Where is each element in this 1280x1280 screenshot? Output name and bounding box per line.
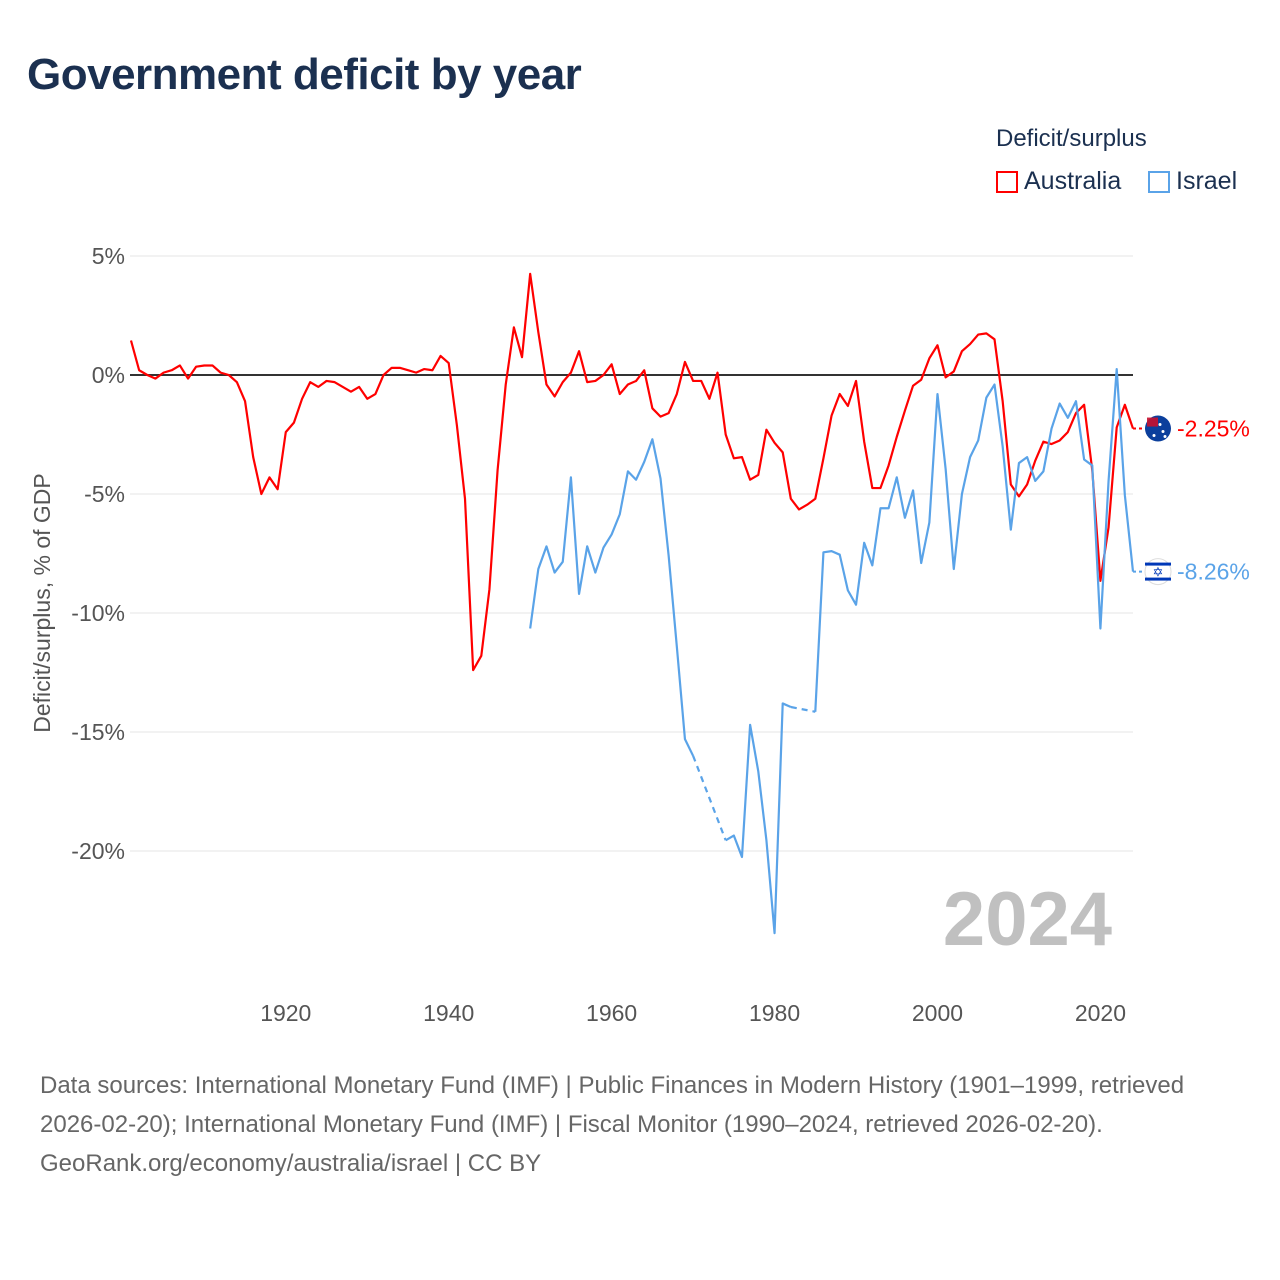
- star-of-david-icon: ✡: [1153, 566, 1164, 581]
- chart-title: Government deficit by year: [27, 50, 582, 99]
- series-line-australia: [129, 272, 1135, 672]
- flag-star: [1152, 434, 1156, 438]
- legend-swatch-israel: [1148, 170, 1170, 193]
- series-line-israel: [529, 438, 695, 757]
- legend-label: Australia: [1024, 167, 1122, 195]
- series-gap-israel: [790, 705, 816, 713]
- end-value-label: -2.25%: [1177, 416, 1250, 442]
- x-tick-label: 1940: [423, 1000, 474, 1026]
- legend-label: Israel: [1176, 167, 1238, 195]
- data-sources: Data sources: International Monetary Fun…: [40, 1072, 1185, 1138]
- y-axis-label: Deficit/surplus, % of GDP: [29, 473, 55, 732]
- credit-link[interactable]: GeoRank.org/economy/australia/israel | C…: [40, 1150, 542, 1177]
- y-tick-label: 0%: [92, 362, 125, 388]
- x-tick-label: 1960: [586, 1000, 637, 1026]
- y-tick-label: -10%: [71, 600, 125, 626]
- x-tick-label: 2000: [912, 1000, 963, 1026]
- y-tick-label: 5%: [92, 243, 125, 269]
- legend-swatch-australia: [996, 170, 1018, 193]
- flag-star: [1158, 423, 1162, 427]
- y-tick-label: -5%: [84, 481, 125, 507]
- flag-star: [1163, 435, 1167, 439]
- y-tick-label: -20%: [71, 838, 125, 864]
- series-line-israel: [725, 702, 792, 935]
- y-tick-label: -15%: [71, 719, 125, 745]
- footer: Data sources: International Monetary Fun…: [40, 1066, 1240, 1183]
- year-watermark: 2024: [943, 877, 1112, 962]
- series-gap-israel: [692, 755, 727, 841]
- series-line-israel: [814, 367, 1135, 712]
- x-tick-label: 2020: [1075, 1000, 1126, 1026]
- flag-stripe: [1145, 562, 1171, 566]
- legend-title: Deficit/surplus: [996, 125, 1147, 152]
- x-tick-label: 1980: [749, 1000, 800, 1026]
- flag-stripe: [1145, 577, 1171, 581]
- flag-star: [1161, 430, 1165, 434]
- end-value-label: -8.26%: [1177, 559, 1250, 585]
- flag-union-jack: [1147, 417, 1158, 427]
- legend-item-australia[interactable]: Australia: [996, 167, 1121, 196]
- x-tick-label: 1920: [260, 1000, 311, 1026]
- legend-item-israel[interactable]: Israel: [1148, 167, 1237, 196]
- line-chart: 5% 0% -5% -10% -15% -20% 1920 1940 1960 1980 2000 2…: [29, 243, 1250, 1026]
